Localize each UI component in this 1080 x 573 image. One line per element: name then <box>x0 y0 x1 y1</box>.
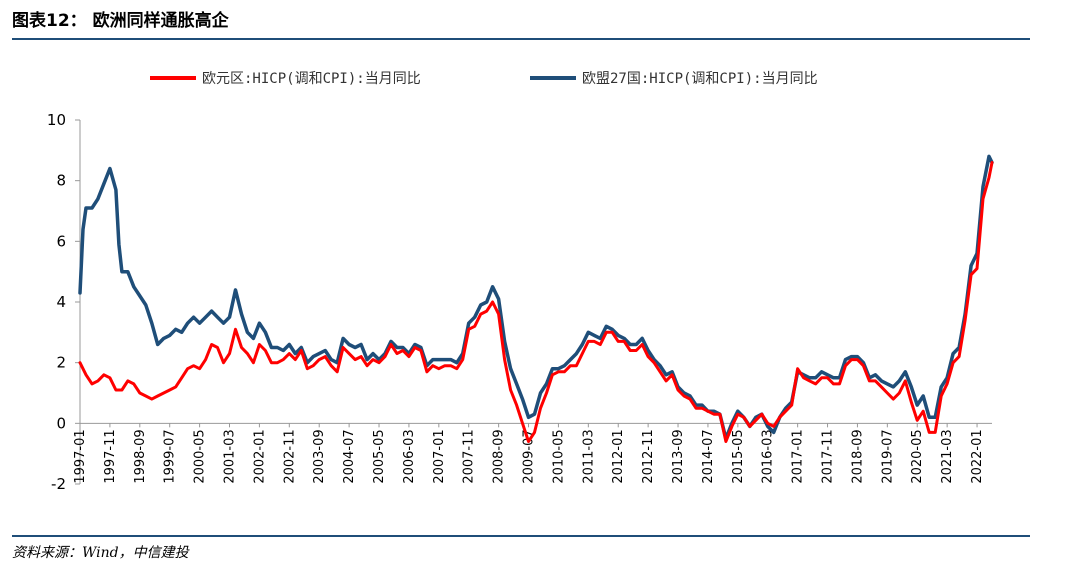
x-tick-label: 1999-07 <box>163 429 178 483</box>
x-tick-label: 2009-07 <box>522 429 537 483</box>
x-tick-label: 1997-11 <box>103 429 118 483</box>
x-tick-label: 2017-01 <box>791 429 806 483</box>
source-note: 资料来源：Wind，中信建投 <box>12 545 189 561</box>
x-tick-label: 2013-09 <box>671 429 686 483</box>
y-tick-label: 10 <box>47 111 66 129</box>
x-tick-label: 2001-03 <box>223 429 238 483</box>
x-tick-label: 2003-09 <box>312 429 327 483</box>
series-line <box>78 161 994 443</box>
x-tick-label: 2012-11 <box>641 429 656 483</box>
x-tick-label: 2000-05 <box>193 429 208 483</box>
legend-label: 欧盟27国:HICP(调和CPI):当月同比 <box>582 71 818 87</box>
x-tick-label: 2020-05 <box>910 429 925 483</box>
x-tick-label: 2002-11 <box>282 429 297 483</box>
y-tick-label: 8 <box>56 172 66 190</box>
x-tick-label: 2015-05 <box>731 429 746 483</box>
x-tick-label: 2019-07 <box>880 429 895 483</box>
series-lines <box>78 154 994 443</box>
y-tick-label: 4 <box>56 293 66 311</box>
x-tick-label: 2005-05 <box>372 429 387 483</box>
x-tick-label: 2016-03 <box>761 429 776 483</box>
x-tick-label: 2006-03 <box>402 429 417 483</box>
figure-title: 图表12： 欧洲同样通胀高企 <box>12 11 229 31</box>
series-line <box>78 154 994 441</box>
y-tick-label: 6 <box>56 232 66 250</box>
legend-label: 欧元区:HICP(调和CPI):当月同比 <box>202 71 421 87</box>
x-tick-label: 1997-01 <box>73 429 88 483</box>
bottom-rule <box>12 535 1030 537</box>
y-tick-label: 2 <box>56 354 66 372</box>
x-tick-label: 2010-05 <box>551 429 566 483</box>
x-tick-label: 2011-03 <box>581 429 596 483</box>
x-tick-label: 1998-09 <box>133 429 148 483</box>
x-tick-label: 2018-09 <box>850 429 865 483</box>
x-axis-ticks: 1997-01 1997-11 1998-09 1999-07 2000-05 2001-… <box>73 423 985 484</box>
x-tick-label: 2014-07 <box>701 429 716 483</box>
x-tick-label: 2017-11 <box>821 429 836 483</box>
x-tick-label: 2012-01 <box>611 429 626 483</box>
y-tick-label: -2 <box>51 475 66 493</box>
y-tick-label: 0 <box>56 414 66 432</box>
x-tick-label: 2021-03 <box>940 429 955 483</box>
title-rule <box>12 38 1030 40</box>
legend: 欧元区:HICP(调和CPI):当月同比 欧盟27国:HICP(调和CPI):当月… <box>150 71 818 87</box>
x-tick-label: 2022-01 <box>970 429 985 483</box>
x-tick-label: 2002-01 <box>252 429 267 483</box>
x-tick-label: 2008-09 <box>492 429 507 483</box>
line-chart: 欧元区:HICP(调和CPI):当月同比 欧盟27国:HICP(调和CPI):当月… <box>47 71 994 493</box>
y-axis-ticks: -2 0 2 4 6 8 10 <box>47 111 80 493</box>
x-tick-label: 2007-11 <box>462 429 477 483</box>
x-tick-label: 2004-07 <box>342 429 357 483</box>
x-tick-label: 2007-01 <box>432 429 447 483</box>
